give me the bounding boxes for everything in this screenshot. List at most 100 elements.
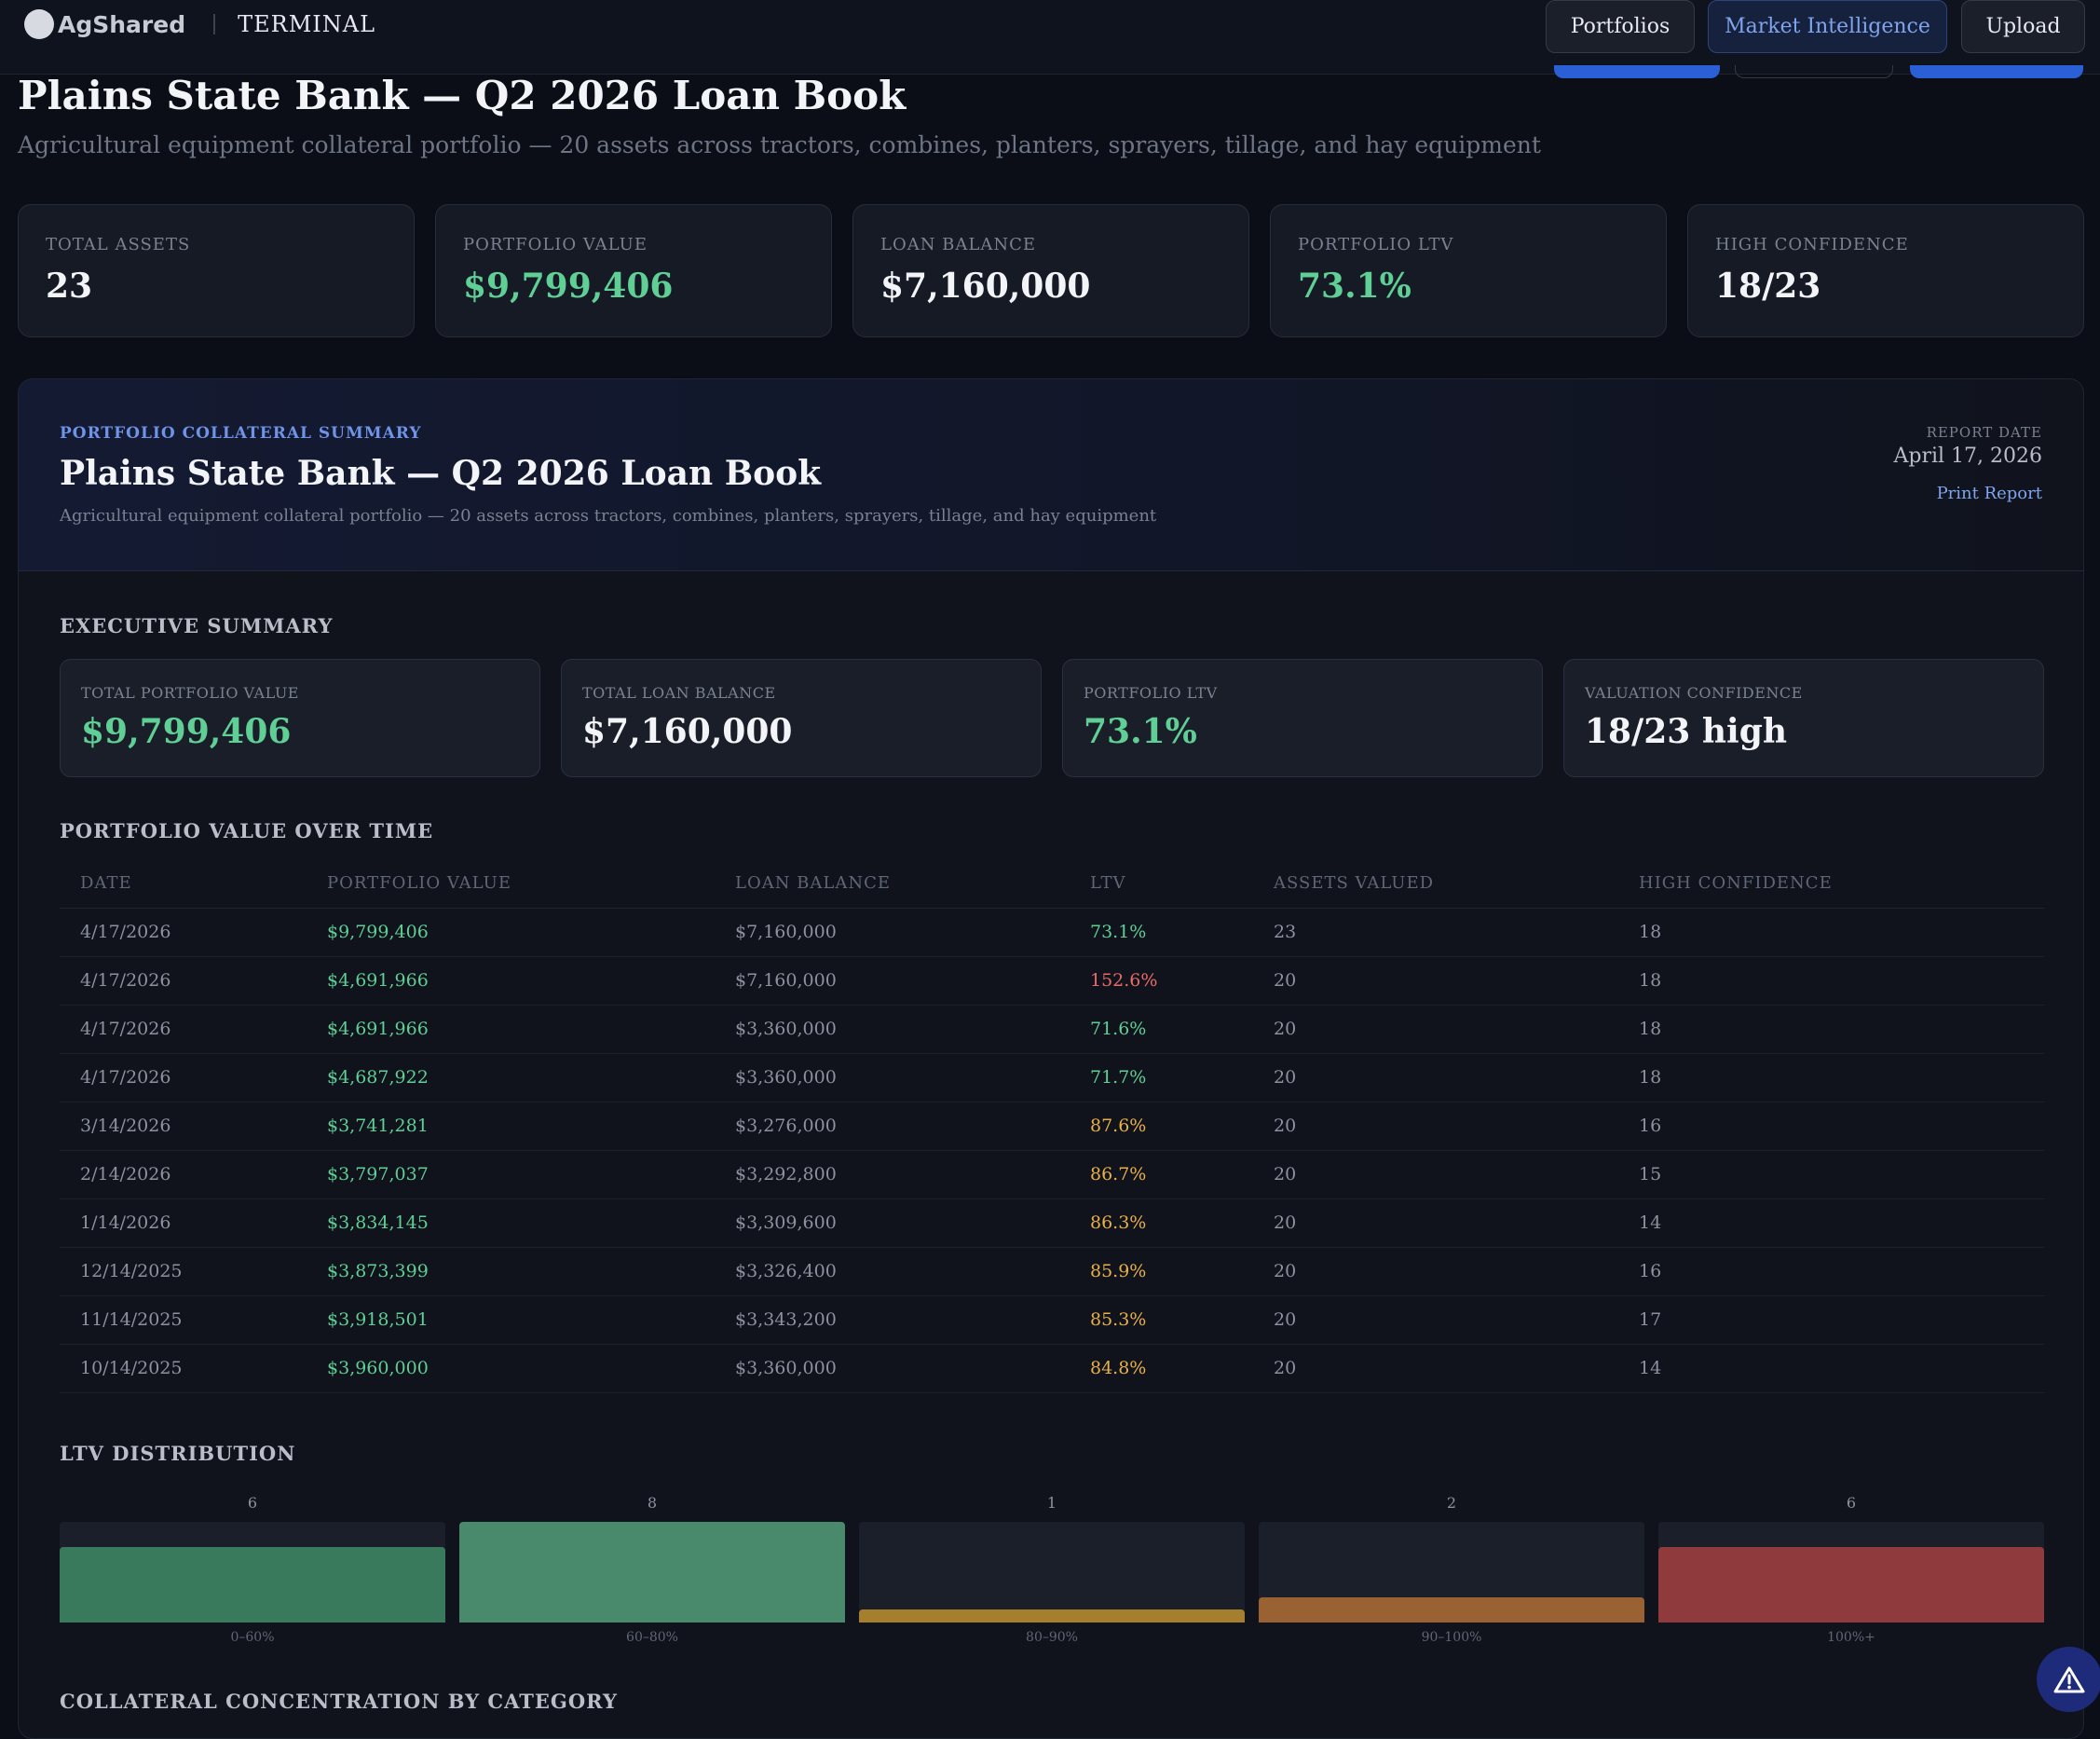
cell-assets-valued: 20 [1253,1247,1618,1296]
cell-portfolio-value: $3,741,281 [307,1102,715,1151]
cell-ltv: 71.7% [1070,1053,1253,1102]
brand-name: AgShared [58,10,186,38]
exec-card-total-loan-balance: TOTAL LOAN BALANCE $7,160,000 [561,659,1042,777]
brand[interactable]: AgShared TERMINAL [24,9,375,39]
ltv-bar[interactable] [60,1547,445,1623]
stat-card-total-assets: TOTAL ASSETS 23 [18,204,415,337]
cell-loan-balance: $3,292,800 [715,1150,1070,1199]
report-title: Plains State Bank — Q2 2026 Loan Book [60,454,822,493]
cell-portfolio-value: $4,691,966 [307,1005,715,1054]
nav-upload-button[interactable]: Upload [1961,0,2085,53]
cell-loan-balance: $7,160,000 [715,956,1070,1006]
exec-label: TOTAL PORTFOLIO VALUE [81,684,299,702]
cell-high-confidence: 18 [1618,1005,2044,1054]
cell-ltv: 71.6% [1070,1005,1253,1054]
cell-date: 10/14/2025 [60,1344,307,1393]
cell-date: 3/14/2026 [60,1102,307,1151]
product-name: TERMINAL [238,11,376,37]
cell-portfolio-value: $3,797,037 [307,1150,715,1199]
col-header-assets-valued: ASSETS VALUED [1253,858,1618,909]
alert-button[interactable] [2037,1647,2100,1712]
table-row: 4/17/2026 $4,691,966 $3,360,000 71.6% 20 18 [60,1005,2044,1054]
nav-market-intelligence-button[interactable]: Market Intelligence [1708,0,1947,53]
cell-ltv: 152.6% [1070,956,1253,1006]
cell-assets-valued: 20 [1253,1053,1618,1102]
cell-high-confidence: 14 [1618,1198,2044,1248]
exec-label: VALUATION CONFIDENCE [1585,684,1803,702]
hidden-action-button[interactable] [1554,65,1720,78]
nav-portfolios-button[interactable]: Portfolios [1546,0,1695,53]
table-row: 4/17/2026 $4,687,922 $3,360,000 71.7% 20 18 [60,1053,2044,1102]
ltv-bar[interactable] [459,1522,845,1623]
cell-loan-balance: $3,326,400 [715,1247,1070,1296]
bar-count-label: 8 [647,1494,658,1512]
cell-ltv: 86.3% [1070,1198,1253,1248]
cell-assets-valued: 20 [1253,1102,1618,1151]
report-date-label: REPORT DATE [1926,424,2042,441]
bar-count-label: 2 [1446,1494,1457,1512]
exec-card-total-portfolio-value: TOTAL PORTFOLIO VALUE $9,799,406 [60,659,540,777]
stat-value: $7,160,000 [880,267,1091,306]
value-over-time-heading: PORTFOLIO VALUE OVER TIME [60,819,434,842]
cell-assets-valued: 20 [1253,956,1618,1006]
col-header-loan-balance: LOAN BALANCE [715,858,1070,909]
stat-card-loan-balance: LOAN BALANCE $7,160,000 [852,204,1249,337]
stat-label: LOAN BALANCE [880,235,1037,254]
ltv-bar[interactable] [1259,1597,1644,1623]
stat-label: TOTAL ASSETS [46,235,191,254]
stat-value: 73.1% [1298,267,1411,306]
col-header-ltv: LTV [1070,858,1253,909]
table-row: 2/14/2026 $3,797,037 $3,292,800 86.7% 20 15 [60,1150,2044,1199]
table-row: 4/17/2026 $9,799,406 $7,160,000 73.1% 23 18 [60,908,2044,957]
cell-date: 12/14/2025 [60,1247,307,1296]
brand-divider [213,14,216,34]
cell-high-confidence: 18 [1618,908,2044,957]
top-nav-bar: AgShared TERMINAL Portfolios Market Inte… [0,0,2100,75]
table-row: 3/14/2026 $3,741,281 $3,276,000 87.6% 20 16 [60,1102,2044,1151]
cell-ltv: 85.3% [1070,1295,1253,1345]
collateral-concentration-heading: COLLATERAL CONCENTRATION BY CATEGORY [60,1690,618,1713]
bar-count-label: 6 [1846,1494,1857,1512]
cell-assets-valued: 20 [1253,1150,1618,1199]
stat-value: 18/23 [1715,267,1821,306]
exec-value: 73.1% [1084,712,1197,751]
print-report-link[interactable]: Print Report [1936,484,2042,503]
cell-high-confidence: 15 [1618,1150,2044,1199]
bar-track [859,1522,1245,1623]
ltv-bar[interactable] [1658,1547,2044,1623]
executive-summary-heading: EXECUTIVE SUMMARY [60,614,334,637]
bar-category-label: 100%+ [1827,1630,1875,1645]
cell-portfolio-value: $3,960,000 [307,1344,715,1393]
cell-loan-balance: $3,309,600 [715,1198,1070,1248]
cell-portfolio-value: $4,691,966 [307,956,715,1006]
col-header-portfolio-value: PORTFOLIO VALUE [307,858,715,909]
bar-track [60,1522,445,1623]
table-row: 12/14/2025 $3,873,399 $3,326,400 85.9% 20 16 [60,1247,2044,1296]
page-title: Plains State Bank — Q2 2026 Loan Book [18,73,907,118]
stat-card-portfolio-value: PORTFOLIO VALUE $9,799,406 [435,204,832,337]
bar-count-label: 1 [1046,1494,1057,1512]
report-tag: PORTFOLIO COLLATERAL SUMMARY [60,424,422,443]
report-date: April 17, 2026 [1893,445,2042,468]
col-header-high-confidence: HIGH CONFIDENCE [1618,858,2044,909]
hidden-primary-button[interactable] [1910,65,2083,78]
bar-track [1259,1522,1644,1623]
cell-ltv: 87.6% [1070,1102,1253,1151]
cell-assets-valued: 20 [1253,1295,1618,1345]
stat-value: 23 [46,267,93,306]
bar-track [459,1522,845,1623]
hidden-secondary-button[interactable] [1735,65,1893,78]
bar-count-label: 6 [247,1494,258,1512]
exec-value: 18/23 high [1585,712,1788,751]
stat-label: HIGH CONFIDENCE [1715,235,1909,254]
report-subtitle: Agricultural equipment collateral portfo… [60,506,1157,526]
ltv-bar[interactable] [859,1609,1245,1623]
exec-value: $7,160,000 [582,712,793,751]
brand-logo-icon [24,9,54,39]
exec-label: TOTAL LOAN BALANCE [582,684,776,702]
exec-card-valuation-confidence: VALUATION CONFIDENCE 18/23 high [1563,659,2044,777]
cell-ltv: 86.7% [1070,1150,1253,1199]
bar-track [1658,1522,2044,1623]
ltv-distribution-heading: LTV DISTRIBUTION [60,1442,296,1465]
cell-date: 1/14/2026 [60,1198,307,1248]
